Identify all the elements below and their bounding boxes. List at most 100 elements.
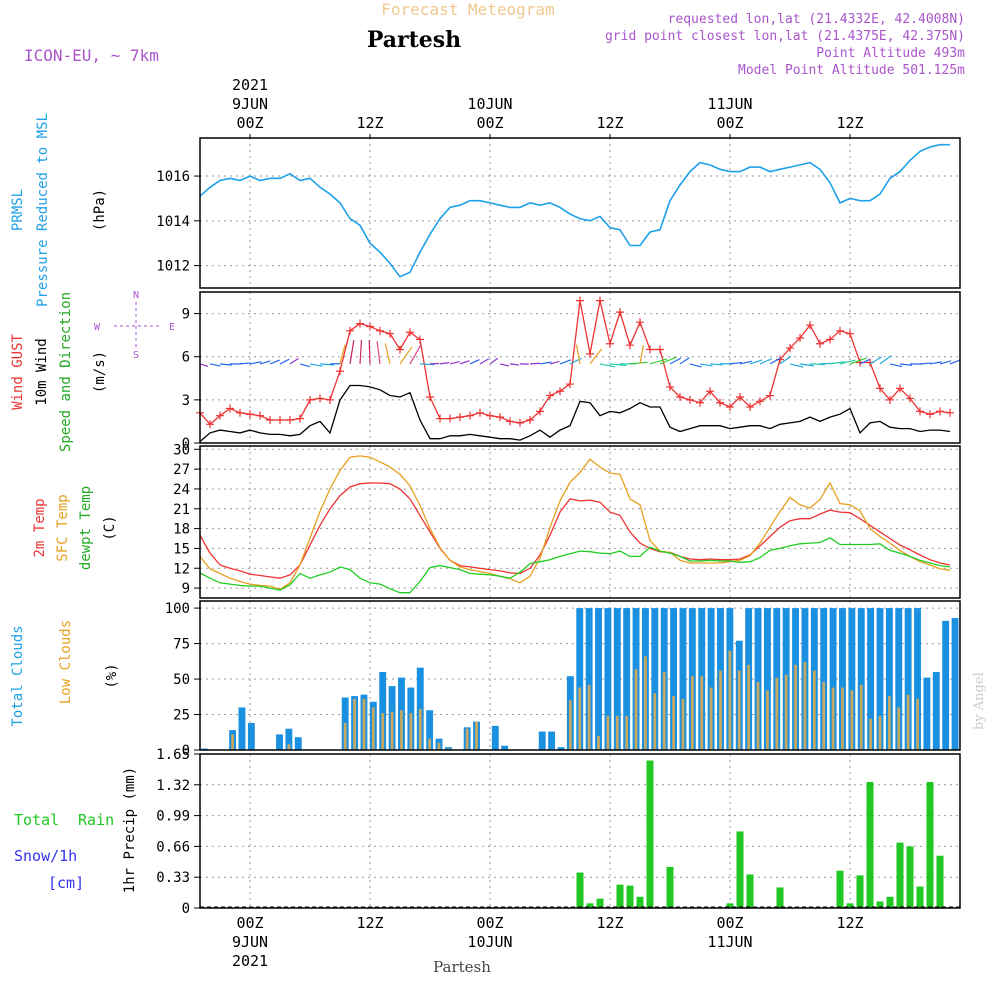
bar-total-clouds (623, 608, 631, 750)
bar-total-clouds (679, 608, 687, 750)
bar-total-clouds (885, 608, 893, 750)
gust-marker (836, 326, 844, 335)
gust-marker (266, 415, 274, 424)
bar-low-clouds (897, 707, 901, 750)
panel-frame (199, 291, 961, 444)
wind-arrow (599, 363, 616, 368)
bar-rain (906, 846, 914, 908)
bar-low-clouds (916, 698, 919, 750)
wind-arrow (929, 361, 942, 365)
bar-low-clouds (353, 698, 356, 750)
wind-arrow (739, 360, 753, 365)
bar-rain (896, 842, 904, 908)
wind-arrow (849, 357, 867, 365)
bar-low-clouds (747, 664, 751, 750)
label-dewpt-temp: dewpt Temp (78, 486, 94, 570)
gust-marker (546, 391, 554, 400)
series-prmsl (199, 143, 950, 278)
gust-marker (846, 329, 854, 338)
bar-low-clouds (766, 690, 769, 750)
y-tick-label: 100 (165, 601, 190, 617)
bar-total-clouds (557, 747, 565, 750)
bar-rain (836, 870, 844, 908)
gust-marker (936, 407, 944, 416)
gust-marker (436, 414, 444, 423)
bar-low-clouds (719, 670, 722, 750)
bar-low-clouds (362, 698, 366, 750)
gust-marker (506, 417, 514, 426)
gust-marker (916, 407, 924, 416)
wind-arrow (829, 361, 846, 365)
bar-low-clouds (672, 696, 675, 750)
header-point-altitude: Point Altitude 493m (816, 46, 965, 61)
gust-marker (386, 329, 394, 338)
gust-marker (586, 349, 594, 358)
gust-marker (486, 411, 494, 420)
gust-marker (336, 367, 344, 376)
panel-frame (199, 600, 961, 751)
wind-arrow (939, 360, 952, 365)
time-label-top: 12Z (836, 114, 863, 132)
gust-marker (566, 380, 574, 389)
header-requested: requested lon,lat (21.4332E, 42.4008N) (668, 12, 965, 27)
label-pct: (%) (104, 663, 120, 688)
y-tick-label: 6 (182, 350, 190, 366)
bar-rain (926, 782, 934, 908)
wind-arrow (789, 363, 804, 368)
bar-total-clouds (904, 608, 912, 750)
bar-total-clouds (867, 608, 875, 750)
footer-location: Partesh (433, 958, 491, 976)
wind-arrow (469, 359, 480, 365)
wind-arrow (399, 346, 413, 365)
compass-e: E (169, 322, 175, 333)
bar-total-clouds (670, 608, 678, 750)
bar-low-clouds (888, 696, 891, 750)
bar-low-clouds (709, 687, 713, 750)
gust-marker (656, 345, 664, 354)
gust-marker (576, 296, 584, 305)
label-pressure-msl: Pressure Reduced to MSL (35, 113, 51, 307)
series-wind-gust (199, 300, 951, 426)
bar-rain (636, 896, 644, 908)
bar-low-clouds (644, 656, 647, 750)
bar-low-clouds (634, 669, 638, 750)
y-tick-label: 12 (173, 561, 190, 577)
gust-marker (896, 384, 904, 393)
wind-arrow (309, 363, 323, 367)
wind-arrow (679, 357, 690, 365)
bar-rain (616, 884, 624, 908)
gust-marker (926, 410, 934, 419)
label-total: Total (14, 811, 59, 829)
bar-rain (586, 903, 594, 908)
watermark: by Angel (972, 672, 987, 730)
gust-marker (306, 395, 314, 404)
time-label-bottom: 12Z (596, 914, 623, 932)
y-tick-label: 18 (173, 522, 190, 538)
gust-marker (766, 391, 774, 400)
bar-total-clouds (595, 608, 602, 750)
bar-total-clouds (876, 608, 884, 750)
wind-arrow (299, 363, 311, 368)
bar-low-clouds (690, 676, 694, 750)
gust-marker (516, 418, 524, 427)
header-closest: grid point closest lon,lat (21.4375E, 42… (605, 29, 965, 44)
label-wind-gust: Wind GUST (10, 334, 26, 410)
gust-marker (806, 321, 814, 330)
bar-low-clouds (409, 713, 413, 750)
gust-marker (826, 335, 834, 344)
bar-low-clouds (812, 670, 816, 750)
wind-arrow (479, 358, 489, 365)
bar-total-clouds (923, 677, 931, 750)
bar-total-clouds (820, 608, 828, 750)
y-tick-label: 27 (173, 462, 190, 478)
time-label-bottom: 12Z (356, 914, 383, 932)
header-model-altitude: Model Point Altitude 501.125m (738, 63, 965, 78)
bar-rain (576, 872, 584, 908)
bar-total-clouds (491, 725, 499, 750)
panel-frame (199, 753, 961, 909)
gust-marker (366, 322, 374, 331)
bar-low-clouds (381, 713, 385, 750)
gust-marker (686, 395, 694, 404)
wind-arrow (449, 360, 460, 365)
label-cm: [cm] (48, 874, 84, 892)
